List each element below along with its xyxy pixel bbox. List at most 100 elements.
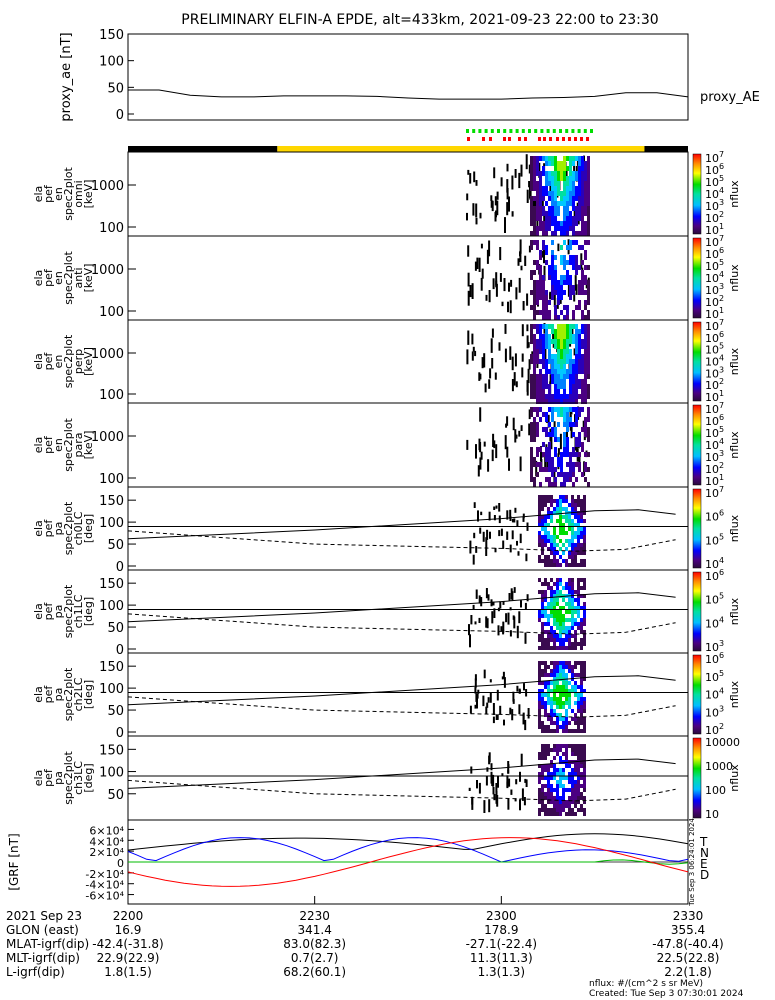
- data-pixel: [548, 206, 551, 211]
- data-pixel: [568, 681, 571, 685]
- data-pixel: [553, 685, 556, 689]
- data-pixel: [553, 665, 556, 669]
- colorbar-tick-exponent: 3: [719, 282, 724, 291]
- data-pixel: [519, 251, 521, 257]
- data-pixel: [560, 364, 563, 369]
- data-pixel: [571, 602, 574, 606]
- data-pixel: [584, 255, 587, 260]
- data-pixel: [559, 582, 562, 586]
- data-pixel: [550, 543, 553, 547]
- data-pixel: [578, 379, 581, 384]
- data-pixel: [565, 586, 568, 590]
- data-pixel: [545, 329, 548, 334]
- data-pixel: [572, 389, 575, 394]
- data-pixel: [553, 535, 556, 539]
- legend-entry: E: [700, 857, 708, 871]
- data-pixel: [566, 477, 569, 482]
- data-pixel: [580, 744, 583, 748]
- y-tick-label: 100: [99, 472, 124, 487]
- data-pixel: [554, 384, 557, 389]
- data-pixel: [563, 305, 566, 310]
- data-pixel: [577, 622, 580, 626]
- data-pixel: [492, 601, 495, 606]
- data-pixel: [583, 788, 586, 792]
- data-pixel: [551, 324, 554, 329]
- data-pixel: [533, 305, 536, 310]
- data-pixel: [539, 407, 542, 412]
- data-pixel: [513, 518, 516, 523]
- data-pixel: [559, 511, 562, 515]
- data-pixel: [553, 295, 556, 307]
- data-pixel: [498, 342, 501, 351]
- data-pixel: [562, 804, 565, 808]
- data-pixel: [551, 206, 554, 211]
- colorbar-tick-exponent: 3: [719, 365, 724, 374]
- data-pixel: [580, 547, 583, 551]
- data-pixel: [573, 292, 576, 302]
- data-pixel: [508, 282, 510, 292]
- data-pixel: [553, 511, 556, 515]
- legend-entry: D: [700, 868, 709, 882]
- data-pixel: [544, 559, 547, 563]
- data-pixel: [577, 756, 580, 760]
- data-pixel: [587, 171, 590, 176]
- data-pixel: [571, 555, 574, 559]
- data-pixel: [543, 265, 546, 272]
- y-tick-label: 0: [116, 560, 124, 575]
- data-pixel: [544, 630, 547, 634]
- data-pixel: [562, 752, 565, 756]
- data-pixel: [538, 780, 541, 784]
- data-pixel: [568, 693, 571, 697]
- data-pixel: [575, 191, 578, 196]
- data-pixel: [550, 812, 553, 816]
- data-pixel: [503, 719, 505, 726]
- data-pixel: [580, 792, 583, 796]
- data-pixel: [553, 808, 556, 812]
- data-pixel: [575, 407, 578, 412]
- colorbar-tick-label: 106: [705, 651, 724, 666]
- data-pixel: [504, 324, 507, 334]
- data-pixel: [569, 374, 572, 379]
- y-axis-label-part: pef: [42, 352, 55, 371]
- data-pixel: [575, 206, 578, 211]
- data-pixel: [581, 280, 584, 285]
- data-pixel: [530, 452, 533, 457]
- data-pixel: [563, 290, 566, 295]
- data-pixel: [577, 760, 580, 764]
- data-pixel: [519, 771, 521, 782]
- data-pixel: [554, 305, 557, 310]
- data-pixel: [562, 523, 565, 527]
- data-pixel: [560, 394, 563, 399]
- data-pixel: [550, 701, 553, 705]
- data-pixel: [547, 772, 550, 776]
- data-pixel: [545, 379, 548, 384]
- data-pixel: [556, 768, 559, 772]
- data-pixel: [568, 563, 571, 567]
- data-pixel: [502, 540, 505, 549]
- data-pixel: [547, 499, 550, 503]
- data-pixel: [530, 374, 533, 379]
- data-pixel: [509, 509, 512, 519]
- data-pixel: [530, 216, 533, 221]
- y-tick-label: -2×10⁴: [85, 868, 124, 881]
- data-pixel: [551, 329, 554, 334]
- data-pixel: [565, 788, 568, 792]
- data-pixel: [551, 211, 554, 216]
- data-pixel: [551, 186, 554, 191]
- data-pixel: [577, 788, 580, 792]
- data-pixel: [485, 616, 488, 628]
- data-pixel: [584, 181, 587, 186]
- data-pixel: [487, 697, 490, 703]
- data-pixel: [539, 482, 542, 487]
- data-pixel: [578, 339, 581, 344]
- data-pixel: [548, 349, 551, 354]
- data-pixel: [569, 334, 572, 339]
- data-pixel: [559, 614, 562, 618]
- data-pixel: [577, 701, 580, 705]
- data-pixel: [569, 417, 572, 422]
- data-pixel: [517, 551, 520, 556]
- data-pixel: [539, 295, 542, 300]
- data-pixel: [538, 788, 541, 792]
- marker-green: [590, 129, 593, 133]
- data-pixel: [565, 559, 568, 563]
